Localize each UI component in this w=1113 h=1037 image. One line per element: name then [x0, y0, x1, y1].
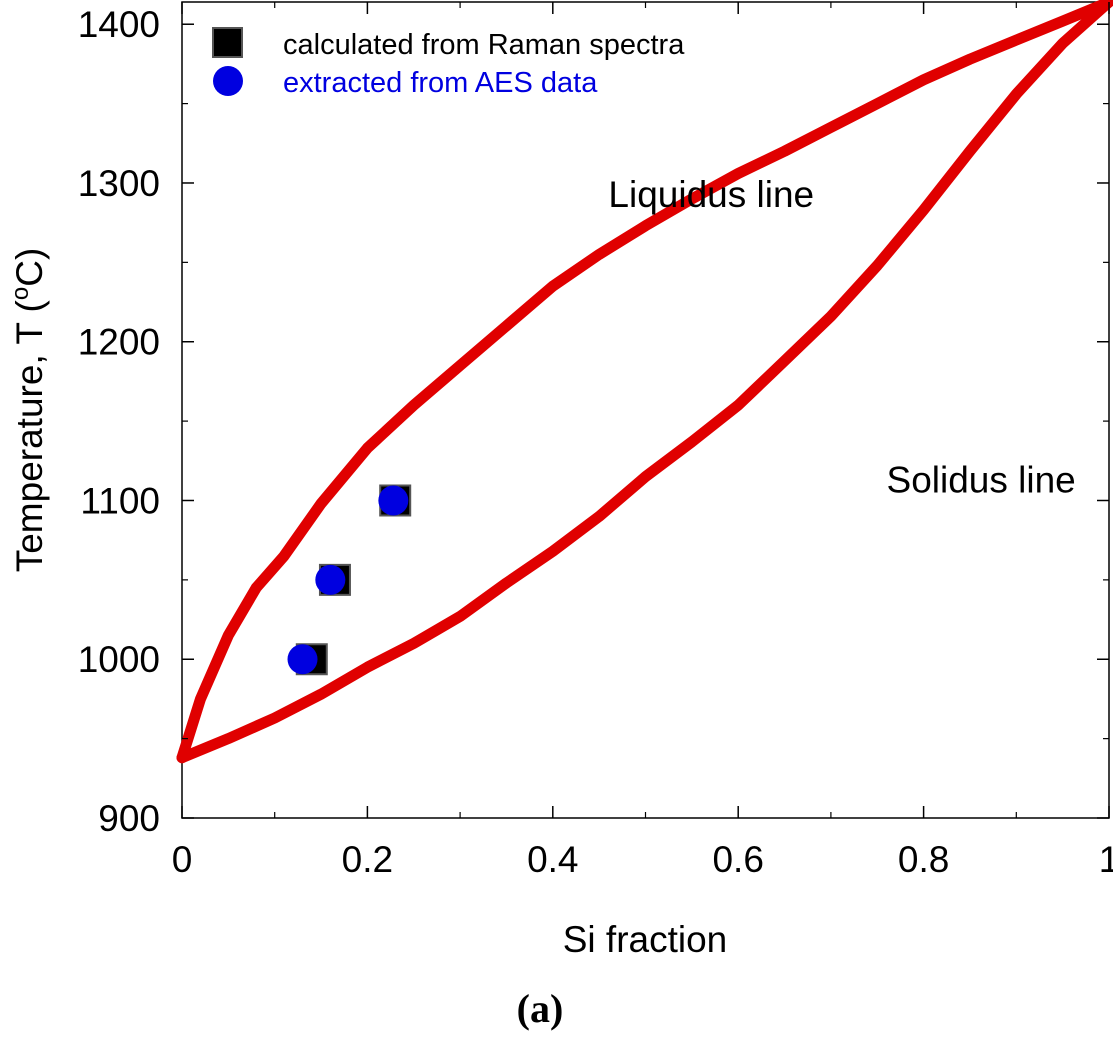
tick-labels-layer: 0 0.2 0.4 0.6 0.8 1 900 1000 1100 1200 1300 1400	[78, 4, 1113, 880]
x-axis-title: Si fraction	[563, 919, 728, 960]
x-tick-label: 0.2	[342, 839, 393, 880]
markers-layer	[287, 484, 412, 676]
caption-open: (	[517, 986, 530, 1031]
y-axis-title-unit: C)	[9, 248, 50, 287]
solidus-curve	[176, 0, 1113, 764]
y-tick-label: 1000	[78, 639, 160, 680]
y-tick-label: 1200	[78, 322, 160, 363]
x-tick-label: 0.4	[527, 839, 578, 880]
y-axis-title-degree: o	[7, 287, 34, 300]
caption-close: )	[550, 986, 563, 1031]
ticks-layer	[181, 2, 1110, 819]
annotations-layer: Liquidus line Solidus line	[608, 174, 1075, 501]
aes-point	[378, 485, 409, 516]
y-tick-label: 1100	[80, 480, 160, 521]
x-tick-label: 1	[1099, 839, 1113, 880]
y-tick-label: 1300	[78, 163, 160, 204]
solidus-label: Solidus line	[887, 460, 1076, 501]
y-axis-title: Temperature, T (oC)	[7, 248, 50, 573]
legend-aes-label: extracted from AES data	[283, 67, 598, 99]
liquidus-label: Liquidus line	[608, 174, 814, 215]
aes-point	[287, 644, 318, 675]
svg-text:Temperature, T (oC): Temperature, T (oC)	[7, 248, 50, 573]
liquidus-curve	[176, 0, 1113, 764]
aes-point	[315, 564, 346, 595]
legend-aes-swatch	[213, 66, 243, 96]
y-tick-label: 1400	[78, 4, 160, 45]
caption-letter: a	[530, 986, 550, 1031]
legend-raman-label: calculated from Raman spectra	[283, 29, 685, 61]
figure-caption: (a)	[517, 986, 564, 1031]
legend-raman-swatch	[212, 27, 243, 58]
x-tick-label: 0	[172, 839, 193, 880]
curves-layer	[176, 0, 1113, 764]
y-axis-title-main: Temperature, T (	[9, 299, 50, 572]
y-tick-label: 900	[98, 798, 160, 839]
legend: calculated from Raman spectra extracted …	[212, 27, 685, 99]
x-tick-label: 0.8	[898, 839, 949, 880]
x-tick-label: 0.6	[712, 839, 763, 880]
